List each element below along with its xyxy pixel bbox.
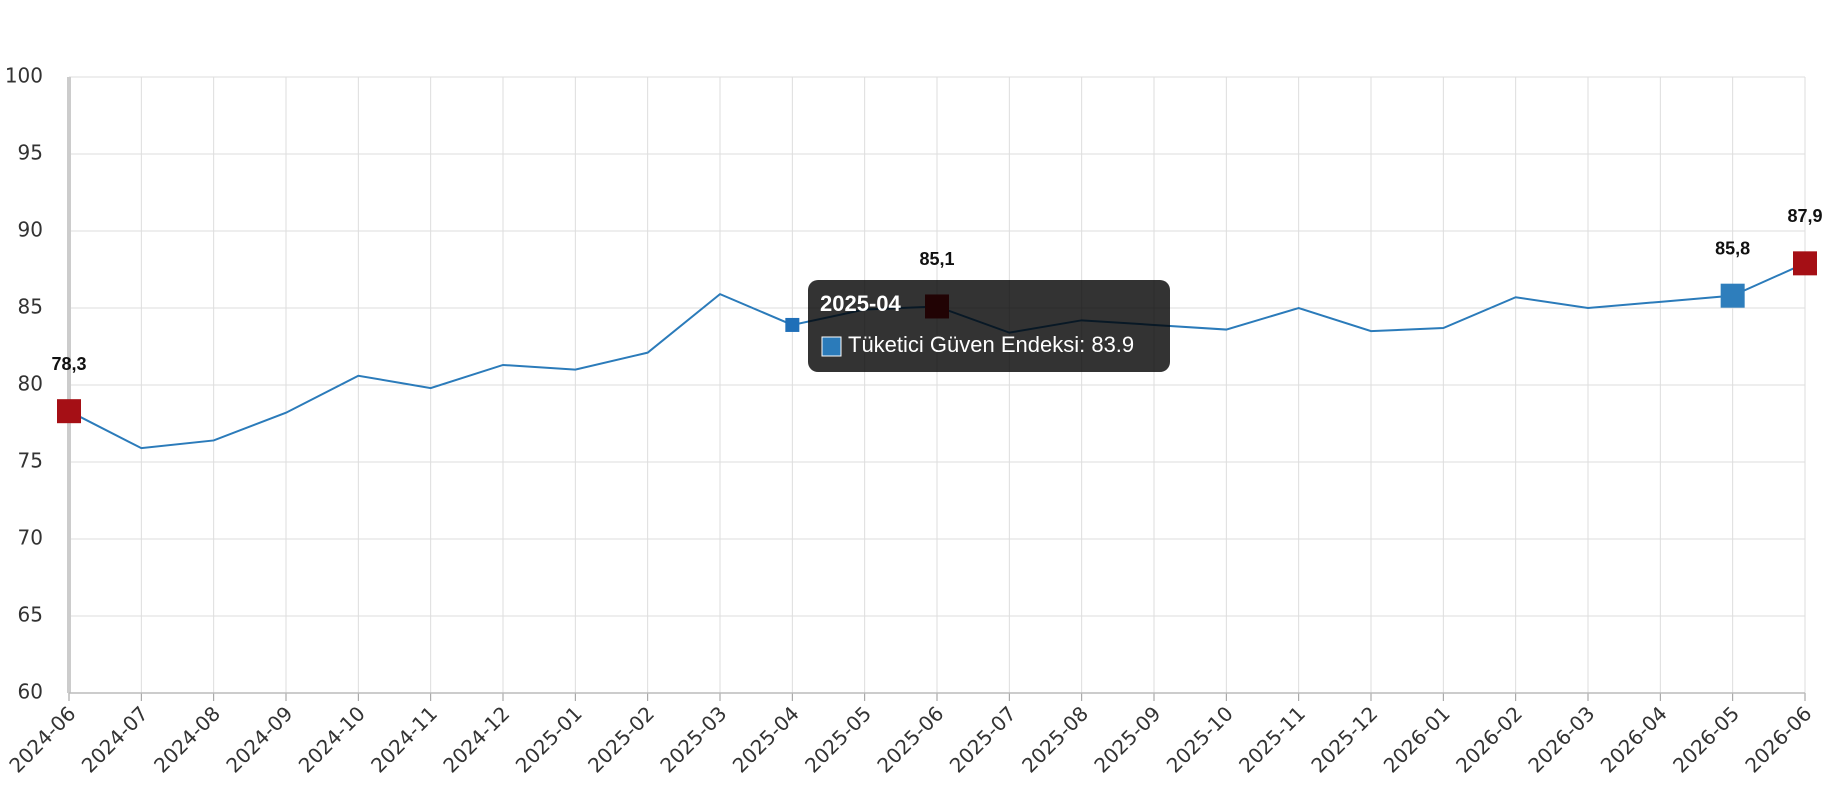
point <box>717 291 723 297</box>
x-tick-label: 2025-08 <box>1017 701 1093 777</box>
point <box>1657 299 1663 305</box>
y-tick-label: 70 <box>18 526 43 550</box>
tooltip-title: 2025-04 <box>820 291 902 316</box>
x-tick-label: 2026-04 <box>1596 701 1672 777</box>
x-tick-label: 2025-02 <box>583 701 659 777</box>
tooltip-box <box>808 280 1170 372</box>
y-tick-label: 80 <box>18 372 43 396</box>
hover-marker <box>785 317 800 332</box>
x-tick-label: 2025-05 <box>800 701 876 777</box>
x-tick-label: 2025-11 <box>1234 701 1310 777</box>
point <box>1368 328 1374 334</box>
x-tick-label: 2024-12 <box>438 701 514 777</box>
x-tick-label: 2026-03 <box>1523 701 1599 777</box>
point <box>138 445 144 451</box>
data-label: 87,9 <box>1787 206 1822 226</box>
highlight-marker <box>57 399 81 424</box>
x-tick-label: 2025-12 <box>1306 701 1382 777</box>
x-tick-label: 2026-05 <box>1668 701 1744 777</box>
x-tick-label: 2025-01 <box>511 701 587 777</box>
point <box>355 373 361 379</box>
y-tick-label: 85 <box>18 295 43 319</box>
x-tick-label: 2025-10 <box>1162 701 1238 777</box>
x-tick-label: 2026-02 <box>1451 701 1527 777</box>
y-tick-label: 100 <box>5 64 43 88</box>
point <box>283 410 289 416</box>
y-tick-label: 75 <box>18 449 43 473</box>
point <box>428 385 434 391</box>
x-tick-label: 2026-01 <box>1379 701 1455 777</box>
x-tick-label: 2024-06 <box>4 701 80 777</box>
point <box>211 437 217 443</box>
x-tick-label: 2024-07 <box>77 701 153 777</box>
x-tick-label: 2026-06 <box>1740 701 1816 777</box>
tooltip-swatch <box>821 336 842 357</box>
point <box>1585 305 1591 311</box>
y-tick-label: 90 <box>18 218 43 242</box>
x-tick-label: 2024-10 <box>294 701 370 777</box>
x-tick-label: 2025-04 <box>728 701 804 777</box>
point <box>1296 305 1302 311</box>
x-tick-label: 2025-03 <box>655 701 731 777</box>
point <box>1440 325 1446 331</box>
y-tick-label: 60 <box>18 680 43 704</box>
data-label: 78,3 <box>51 354 86 374</box>
x-tick-label: 2025-06 <box>872 701 948 777</box>
y-tick-label: 65 <box>18 603 43 627</box>
x-tick-label: 2025-07 <box>945 701 1021 777</box>
point <box>1223 327 1229 333</box>
point <box>572 367 578 373</box>
point <box>645 350 651 356</box>
highlight-marker <box>1793 251 1817 276</box>
y-tick-label: 95 <box>18 141 43 165</box>
tooltip: 2025-04 Tüketici Güven Endeksi: 83.9 <box>808 280 1170 372</box>
highlight-marker <box>1720 283 1745 308</box>
point <box>500 362 506 368</box>
x-tick-label: 2025-09 <box>1089 701 1165 777</box>
x-tick-label: 2024-08 <box>149 701 225 777</box>
x-tick-label: 2024-11 <box>366 701 442 777</box>
point <box>1513 294 1519 300</box>
data-label: 85,8 <box>1715 238 1750 258</box>
data-label: 85,1 <box>919 249 954 269</box>
tooltip-label: Tüketici Güven Endeksi: 83.9 <box>848 332 1134 357</box>
x-tick-label: 2024-09 <box>221 701 297 777</box>
